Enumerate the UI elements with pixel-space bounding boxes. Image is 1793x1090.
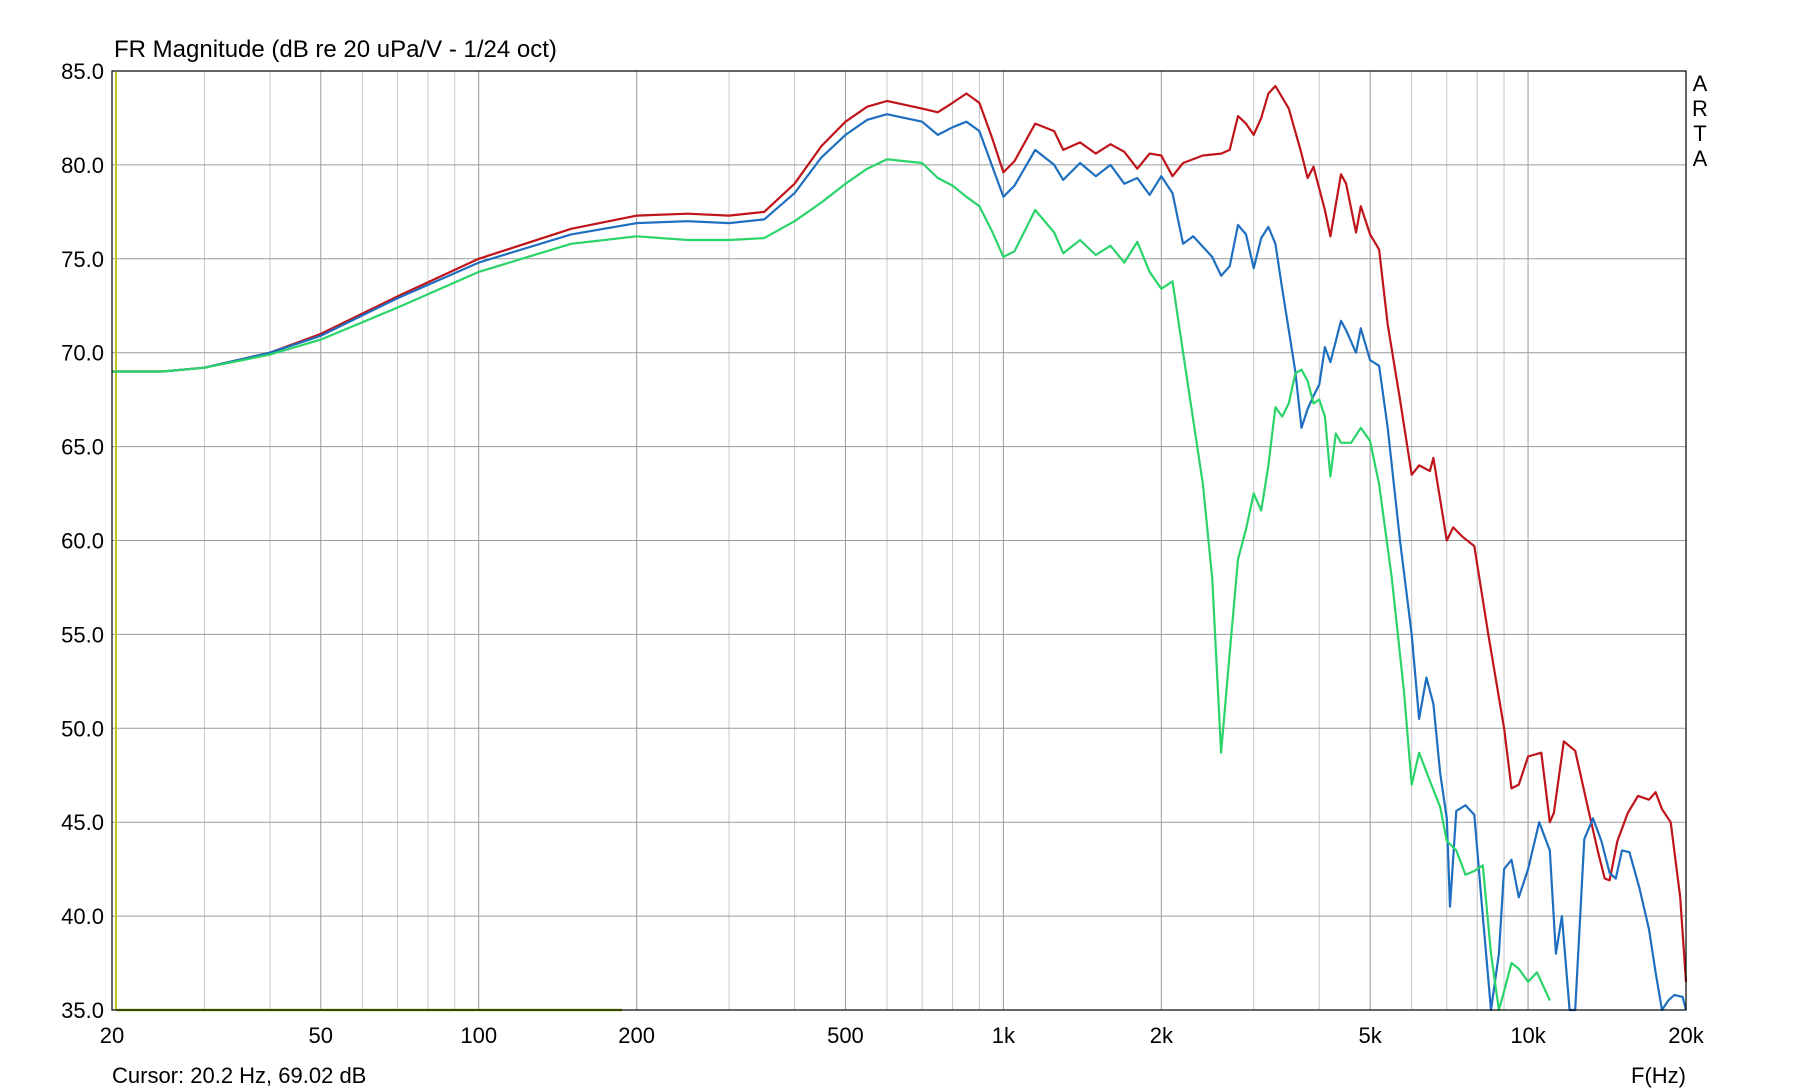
y-tick-label: 80.0 (61, 153, 104, 178)
y-tick-label: 35.0 (61, 998, 104, 1023)
y-tick-label: 45.0 (61, 810, 104, 835)
watermark-letter: A (1693, 146, 1708, 171)
watermark-letter: T (1693, 121, 1706, 146)
series-line-2 (112, 113, 1688, 1012)
x-tick-label: 1k (992, 1023, 1016, 1048)
y-tick-labels: 85.0 80.0 75.0 70.0 65.0 60.0 55.0 50.0 45.0 40.0… (61, 59, 104, 1023)
y-tick-label: 85.0 (61, 59, 104, 84)
watermark-letter: R (1692, 96, 1708, 121)
y-tick-label: 70.0 (61, 341, 104, 366)
grid (112, 71, 1686, 1010)
y-tick-label: 60.0 (61, 529, 104, 554)
x-tick-label: 100 (460, 1023, 497, 1048)
y-tick-label: 50.0 (61, 716, 104, 741)
series-line-3 (112, 158, 1551, 1012)
x-tick-label: 50 (309, 1023, 333, 1048)
x-tick-label: 10k (1510, 1023, 1546, 1048)
y-tick-label: 40.0 (61, 904, 104, 929)
x-tick-label: 20 (100, 1023, 124, 1048)
x-tick-label: 200 (618, 1023, 655, 1048)
x-tick-label: 500 (827, 1023, 864, 1048)
x-axis-label: F(Hz) (1631, 1063, 1686, 1088)
y-tick-label: 65.0 (61, 435, 104, 460)
y-tick-label: 55.0 (61, 622, 104, 647)
series-layer (112, 84, 1688, 1012)
y-tick-label: 75.0 (61, 247, 104, 272)
x-tick-label: 20k (1668, 1023, 1704, 1048)
x-tick-label: 5k (1358, 1023, 1382, 1048)
x-tick-label: 2k (1150, 1023, 1174, 1048)
chart-title: FR Magnitude (dB re 20 uPa/V - 1/24 oct) (114, 36, 557, 63)
plot-frame (111, 70, 1687, 1011)
series-line-1 (112, 84, 1688, 982)
watermark-letter: A (1693, 71, 1708, 96)
cursor-readout: Cursor: 20.2 Hz, 69.02 dB (112, 1063, 366, 1088)
x-tick-labels: 20 50 100 200 500 1k 2k 5k 10k 20k (100, 1023, 1705, 1048)
